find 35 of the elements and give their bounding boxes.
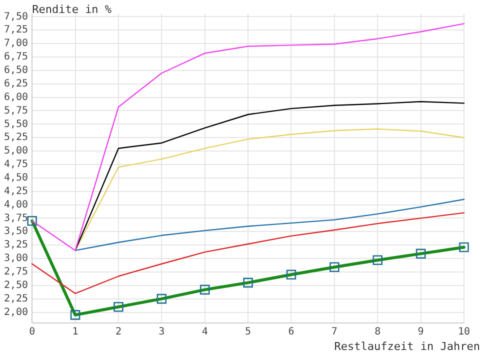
- x-tick-label: 10: [458, 326, 470, 338]
- y-tick-label: 6,75: [4, 52, 28, 63]
- y-tick-label: 6,00: [4, 92, 28, 103]
- y-tick-label: 5,50: [4, 118, 28, 130]
- y-tick-label: 3,25: [4, 240, 28, 251]
- y-tick-label: 3,00: [4, 253, 28, 264]
- y-tick-label: 7,00: [4, 38, 28, 50]
- y-tick-label: 7,50: [4, 11, 28, 22]
- x-tick-label: 1: [72, 326, 78, 338]
- x-axis-title: Restlaufzeit in Jahren: [334, 340, 480, 353]
- y-tick-label: 4,25: [4, 186, 28, 197]
- y-tick-label: 7,25: [4, 24, 28, 36]
- y-tick-label: 4,00: [4, 199, 28, 210]
- x-tick-label: 7: [331, 326, 338, 338]
- x-tick-label: 3: [158, 326, 165, 338]
- x-tick-label: 8: [374, 326, 381, 338]
- y-tick-label: 6,25: [4, 78, 28, 90]
- x-tick-label: 2: [115, 326, 122, 338]
- y-tick-label: 6,50: [4, 65, 28, 76]
- x-tick-label: 0: [29, 326, 36, 338]
- y-tick-label: 2,00: [4, 306, 28, 318]
- y-axis-title: Rendite in %: [32, 3, 112, 16]
- y-tick-label: 5,25: [4, 132, 28, 144]
- x-tick-label: 4: [202, 326, 208, 338]
- y-tick-label: 4,50: [4, 172, 28, 184]
- x-tick-label: 9: [418, 326, 424, 338]
- y-tick-label: 3,50: [4, 226, 28, 238]
- y-tick-label: 4,75: [4, 159, 28, 170]
- y-tick-label: 5,00: [4, 146, 28, 157]
- y-tick-label: 2,50: [4, 280, 28, 291]
- x-tick-label: 5: [245, 326, 252, 338]
- x-tick-label: 6: [288, 326, 294, 338]
- y-tick-label: 2,75: [4, 266, 28, 278]
- y-tick-label: 2,25: [4, 293, 28, 304]
- y-tick-label: 5,75: [4, 105, 28, 116]
